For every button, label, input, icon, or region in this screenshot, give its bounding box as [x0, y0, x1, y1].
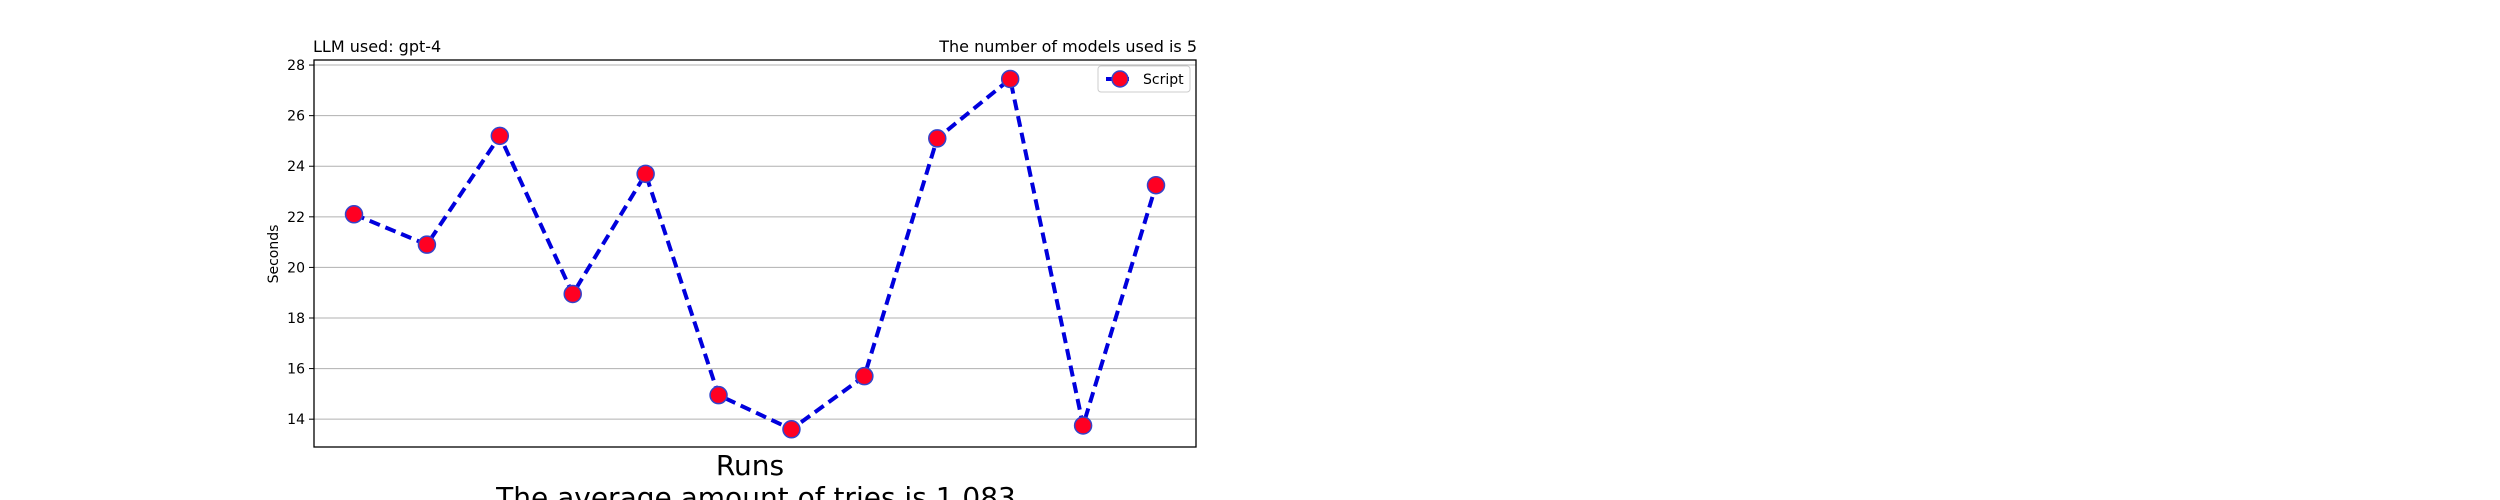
data-point	[1146, 175, 1166, 195]
data-point	[344, 205, 364, 224]
legend: Script	[1097, 65, 1191, 93]
series-line-script	[353, 76, 1158, 432]
y-axis-label: Seconds	[266, 225, 282, 284]
y-tick-label: 16	[287, 362, 305, 378]
chart-footer-text: The average amount of tries is 1.083	[495, 481, 1016, 500]
plot-frame	[313, 59, 1197, 448]
y-tick-label: 28	[287, 58, 305, 74]
series-layer	[344, 69, 1166, 439]
legend-marker	[1111, 70, 1129, 88]
y-tick-label: 18	[287, 311, 305, 327]
legend-label: Script	[1143, 72, 1184, 88]
y-tick-label: 22	[287, 210, 305, 226]
data-point	[490, 126, 510, 146]
y-tick-label: 26	[287, 109, 305, 125]
y-tick-label: 24	[287, 159, 305, 175]
data-point	[782, 420, 801, 439]
data-point	[1000, 69, 1020, 89]
chart-title-right: The number of models used is 5	[938, 37, 1197, 56]
data-point	[636, 164, 655, 184]
data-point	[709, 385, 728, 405]
y-tick-label: 20	[287, 260, 305, 276]
y-tick-label: 14	[287, 412, 305, 428]
data-point	[563, 284, 582, 304]
data-point	[417, 235, 437, 254]
x-axis-label: Runs	[716, 449, 784, 482]
data-point	[1073, 416, 1093, 435]
data-point	[855, 366, 874, 386]
grid-lines	[314, 64, 1196, 420]
chart-title-left: LLM used: gpt-4	[313, 37, 441, 56]
data-point	[928, 129, 947, 148]
y-axis-ticks: 14 16 18 20 22 24 26 28	[287, 58, 314, 428]
